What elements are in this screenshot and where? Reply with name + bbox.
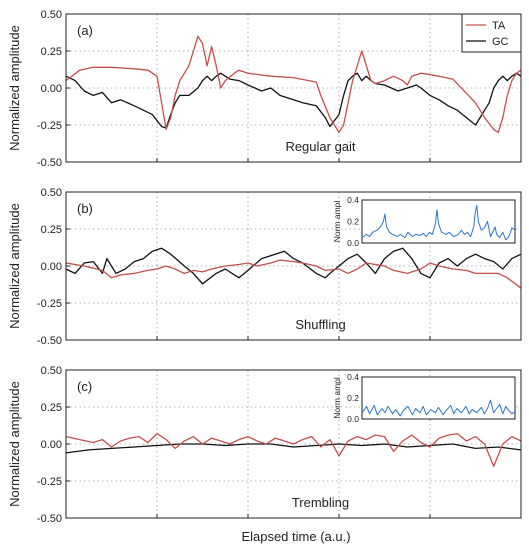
inset-y-axis-label: Norm ampl [332, 201, 342, 243]
legend-label-gc: GC [492, 36, 509, 48]
y-tick-label: -0.25 [37, 476, 62, 488]
inset-chart: 0.4 0.2 0.0 Norm ampl [332, 195, 516, 248]
y-tick-label: 0.00 [41, 261, 62, 273]
y-tick-label: 0.50 [41, 9, 62, 21]
condition-label: Shuffling [295, 317, 345, 332]
panel-1: 0.50 0.25 0.00 -0.25 -0.50 Normalized amplitu… [7, 9, 522, 169]
y-axis-label: Normalized amplitude [7, 381, 22, 507]
y-tick-label: 0.00 [41, 439, 62, 451]
y-axis-label: Normalized amplitude [7, 25, 22, 151]
y-tick-label: 0.25 [41, 224, 62, 236]
series-line-ta [65, 432, 522, 467]
y-tick-label: 0.25 [41, 46, 62, 58]
y-tick-label: -0.50 [37, 335, 62, 347]
legend-label-ta: TA [492, 20, 506, 32]
y-tick-label: -0.25 [37, 120, 62, 132]
inset-y-axis-label: Norm ampl [332, 377, 342, 419]
panel-2: 0.50 0.25 0.00 -0.25 -0.50 Normalized amplitu… [7, 187, 522, 347]
series-line-ta [65, 259, 522, 289]
series-line-gc [65, 72, 522, 129]
y-tick-label: 0.50 [41, 365, 62, 377]
inset-chart: 0.4 0.2 0.0 Norm ampl [332, 372, 516, 424]
y-tick-label: -0.50 [37, 157, 62, 169]
inset-series-line [361, 204, 516, 241]
panel-tag: (c) [77, 379, 92, 394]
legend: TA GC [461, 13, 522, 53]
inset-y-tick-label: 0.2 [347, 217, 359, 227]
series-line-gc [65, 443, 522, 454]
condition-label: Regular gait [285, 139, 355, 154]
inset-series-line [361, 399, 516, 417]
inset-y-tick-label: 0.0 [347, 414, 359, 424]
y-tick-label: 0.50 [41, 187, 62, 199]
legend-box [461, 13, 522, 53]
y-tick-label: -0.25 [37, 298, 62, 310]
panel-3: 0.50 0.25 0.00 -0.25 -0.50 Normalized amplitu… [7, 365, 522, 525]
y-tick-label: -0.50 [37, 513, 62, 525]
inset-y-tick-label: 0.4 [347, 195, 359, 205]
panels: 0.50 0.25 0.00 -0.25 -0.50 Normalized amplitu… [7, 9, 522, 525]
panel-tag: (a) [77, 23, 93, 38]
inset-frame [361, 376, 516, 420]
panel-tag: (b) [77, 201, 93, 216]
inset-y-tick-label: 0.2 [347, 393, 359, 403]
condition-label: Trembling [292, 495, 349, 510]
y-tick-label: 0.25 [41, 402, 62, 414]
y-axis-label: Normalized amplitude [7, 203, 22, 329]
inset-y-tick-label: 0.0 [347, 238, 359, 248]
inset-y-tick-label: 0.4 [347, 372, 359, 382]
y-tick-label: 0.00 [41, 83, 62, 95]
x-axis-label: Elapsed time (a.u.) [241, 529, 350, 544]
series-line-ta [65, 35, 522, 134]
